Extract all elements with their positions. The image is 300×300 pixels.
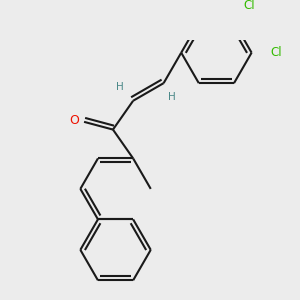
Text: H: H	[168, 92, 176, 102]
Text: Cl: Cl	[244, 0, 255, 12]
Text: O: O	[70, 114, 80, 127]
Text: H: H	[116, 82, 124, 92]
Text: Cl: Cl	[271, 46, 282, 59]
